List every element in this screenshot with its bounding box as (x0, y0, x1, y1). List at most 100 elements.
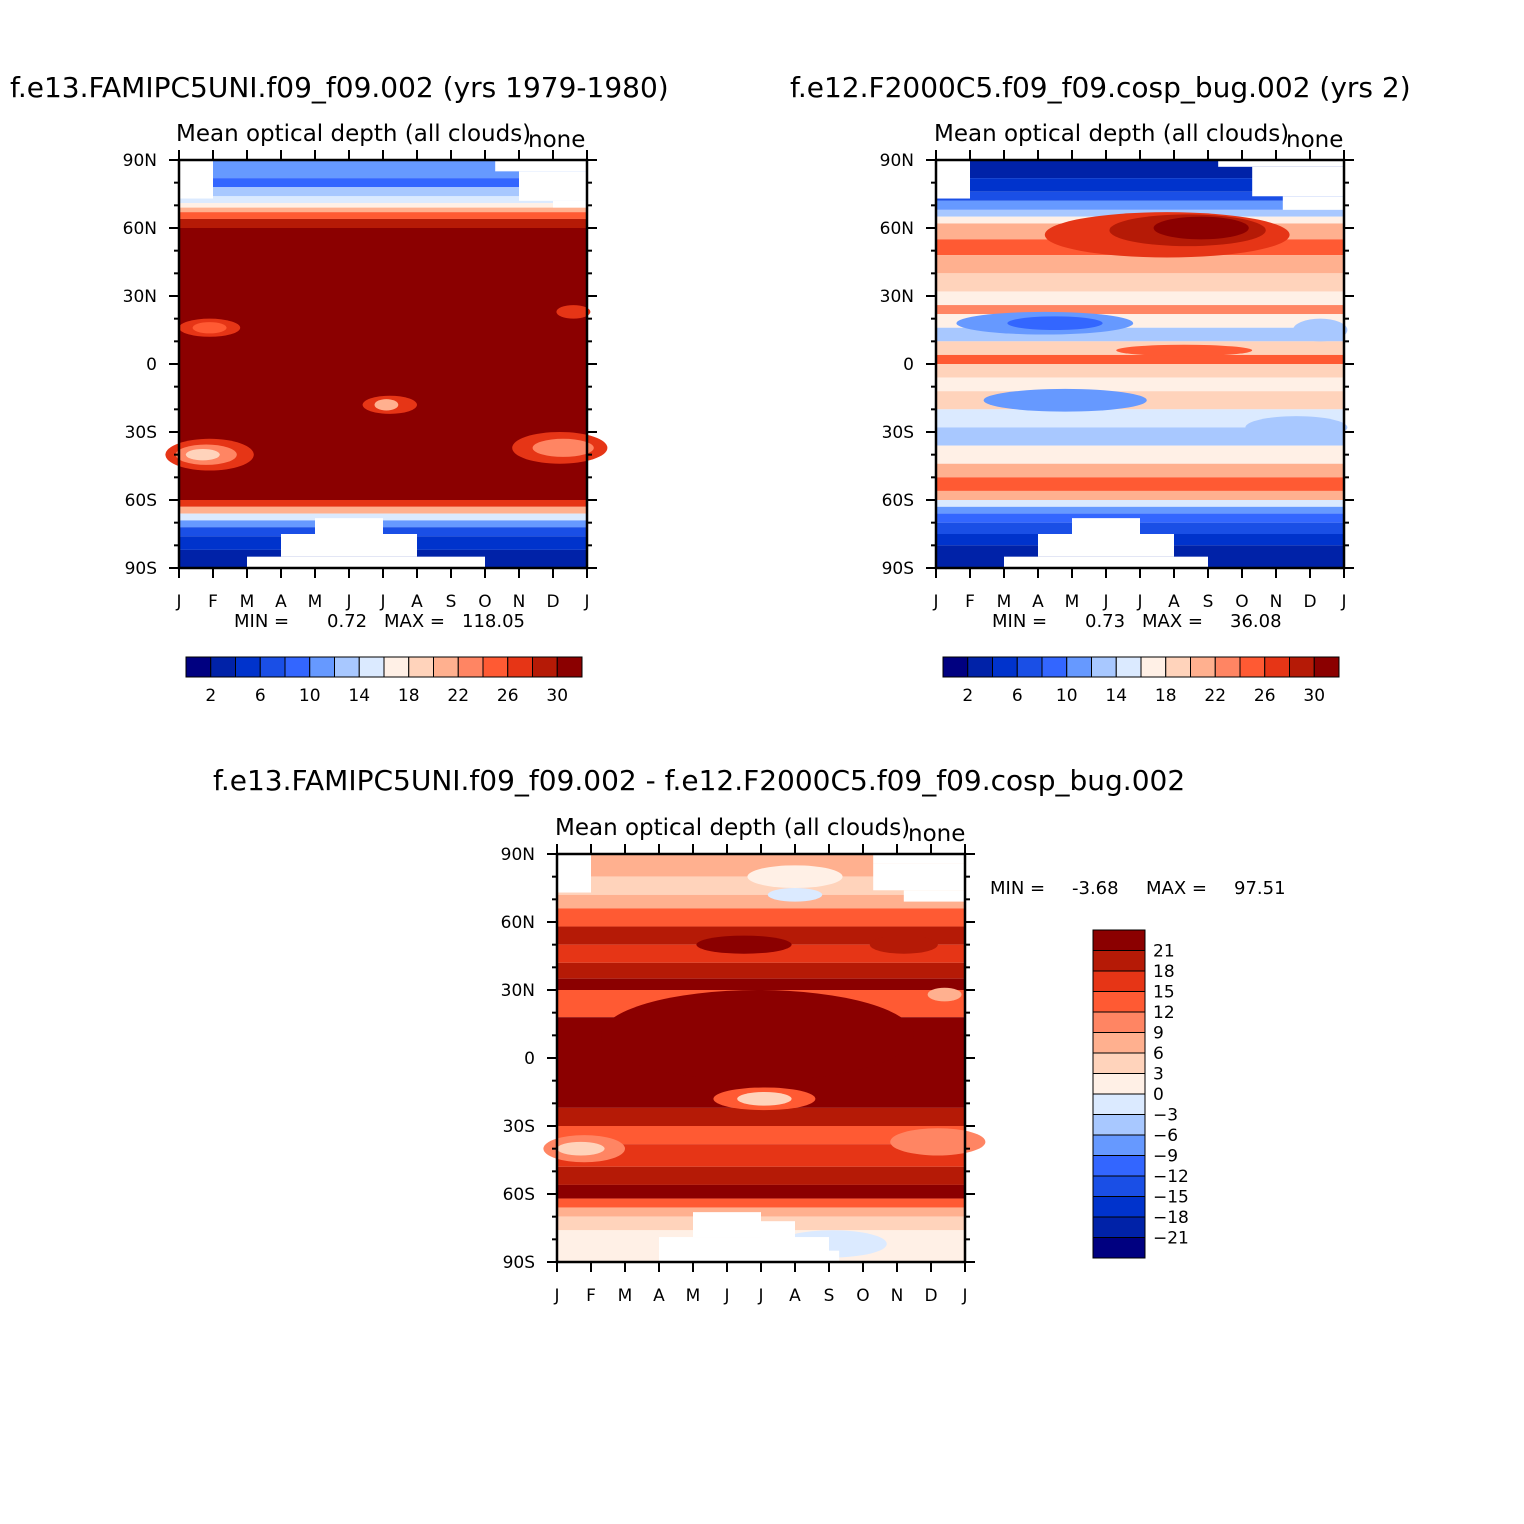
panel3-mask (659, 1250, 840, 1262)
colorbar-box (284, 656, 311, 678)
colorbar-box (1092, 970, 1146, 992)
panel3-blob (767, 888, 823, 902)
panel3-mask (873, 854, 965, 864)
colorbar-tick-label: 6 (1153, 1044, 1164, 1064)
panel2-units: none (1286, 127, 1344, 153)
colorbar-box (1092, 1155, 1146, 1177)
y-tick-label: 90N (501, 845, 535, 865)
colorbar-tick-label: 14 (348, 686, 370, 706)
colorbar-tick-label: 18 (1153, 962, 1175, 982)
panel1-blob (192, 322, 227, 334)
colorbar-box (1092, 950, 1146, 972)
colorbar-tick-label: 10 (299, 686, 321, 706)
panel3-mask (903, 890, 965, 902)
panel2-title: f.e12.F2000C5.f09_f09.cosp_bug.002 (yrs … (790, 71, 1411, 104)
colorbar-box (967, 656, 993, 678)
panel2-field-band (936, 445, 1344, 464)
panel3-colorbar (1092, 929, 1146, 1259)
colorbar-tick-label: 6 (255, 686, 266, 706)
panel2-max-value: 36.08 (1230, 611, 1282, 632)
panel2-field-band (936, 364, 1344, 378)
y-tick-label: 60S (882, 491, 914, 511)
colorbar-box (1092, 1237, 1146, 1259)
panel1-field-band (179, 196, 587, 204)
panel1-mask (495, 160, 587, 172)
panel3-title: f.e13.FAMIPC5UNI.f09_f09.002 - f.e12.F20… (213, 764, 1186, 797)
x-tick-label: A (653, 1286, 665, 1306)
panel1-max-value: 118.05 (462, 611, 525, 632)
colorbar-box (1092, 929, 1146, 951)
panel3-blob (927, 987, 962, 1002)
panel3-subtitle: Mean optical depth (all clouds) (555, 815, 911, 841)
panel1-colorbar (185, 656, 583, 678)
panel1-field-band (179, 203, 587, 208)
panel1-min-label: MIN = (234, 611, 290, 632)
colorbar-tick-label: −9 (1153, 1147, 1178, 1167)
panel2-field-band (936, 377, 1344, 392)
colorbar-tick-label: 14 (1105, 686, 1127, 706)
panel2-field-band (936, 200, 1344, 210)
panel1-field-band (179, 160, 587, 179)
colorbar-box (507, 656, 533, 678)
colorbar-box (1289, 656, 1315, 678)
colorbar-tick-label: −12 (1153, 1167, 1189, 1187)
colorbar-box (1092, 1093, 1146, 1115)
x-tick-label: J (1340, 592, 1346, 612)
colorbar-box (1264, 656, 1290, 678)
panel2-field-band (936, 305, 1344, 315)
panel3-field-band (557, 978, 965, 990)
panel2-mask (1252, 166, 1344, 197)
panel1-units: none (528, 127, 586, 153)
colorbar-box (532, 656, 558, 678)
colorbar-box (1092, 991, 1146, 1013)
colorbar-box (1041, 656, 1068, 678)
colorbar-box (210, 656, 236, 678)
panel3-field-band (557, 962, 965, 979)
colorbar-box (1016, 656, 1043, 678)
x-tick-label: F (965, 592, 975, 612)
panel3-mask (761, 1221, 795, 1262)
panel1-blob (556, 305, 591, 319)
panel1-field-band (179, 207, 587, 213)
x-tick-label: O (1235, 592, 1248, 612)
y-tick-label: 60S (125, 491, 157, 511)
y-tick-label: 0 (146, 355, 157, 375)
y-tick-label: 90N (880, 151, 914, 171)
panel3-blob (869, 935, 938, 954)
y-tick-label: 30S (882, 423, 914, 443)
colorbar-tick-label: 30 (1303, 686, 1325, 706)
x-tick-label: M (997, 592, 1012, 612)
colorbar-box (185, 656, 212, 678)
panel1-subtitle: Mean optical depth (all clouds) (176, 121, 532, 147)
panel3-units: none (908, 821, 966, 847)
panel3-mask (693, 1212, 761, 1238)
x-tick-label: J (723, 1286, 729, 1306)
panel2-mask (1218, 160, 1344, 167)
colorbar-box (1092, 1196, 1146, 1218)
colorbar-box (1313, 656, 1340, 678)
panel1-min-value: 0.72 (327, 611, 368, 632)
y-tick-label: 90N (123, 151, 157, 171)
panel2-mask (1282, 196, 1344, 210)
colorbar-tick-label: 22 (1204, 686, 1226, 706)
colorbar-box (1239, 656, 1266, 678)
colorbar-box (1165, 656, 1191, 678)
panel2-field-band (936, 291, 1344, 306)
colorbar-box (358, 656, 385, 678)
panel3-blob (890, 1128, 986, 1156)
colorbar-box (992, 656, 1018, 678)
panel3-axes (547, 844, 975, 1272)
panel2-colorbar (942, 656, 1340, 678)
panel1-blob (185, 449, 220, 461)
panel2-field-band (936, 513, 1344, 523)
colorbar-box (1115, 656, 1142, 678)
y-tick-label: 0 (903, 355, 914, 375)
x-tick-label: D (546, 592, 559, 612)
colorbar-box (1190, 656, 1216, 678)
panel2-mask (1004, 556, 1208, 568)
y-tick-label: 60S (503, 1185, 535, 1205)
panel3-max-value: 97.51 (1234, 878, 1286, 899)
x-tick-label: N (513, 592, 526, 612)
colorbar-box (482, 656, 509, 678)
colorbar-box (259, 656, 286, 678)
